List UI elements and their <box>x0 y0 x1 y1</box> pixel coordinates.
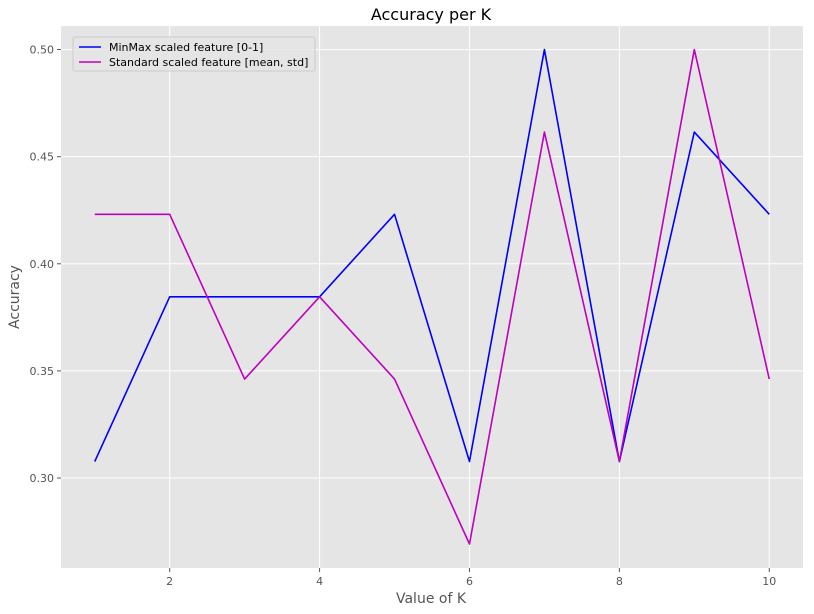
y-tick-label: 0.35 <box>30 365 55 378</box>
chart-title: Accuracy per K <box>371 5 492 24</box>
y-axis-label: Accuracy <box>7 265 23 329</box>
series-line-standard <box>94 48 771 545</box>
y-tick-label: 0.30 <box>30 472 55 485</box>
x-tick-label: 10 <box>762 575 776 588</box>
y-tick-label: 0.45 <box>30 151 55 164</box>
y-axis-ticks: 0.30 0.35 0.40 0.45 0.50 <box>30 44 61 485</box>
x-axis-label: Value of K <box>396 591 467 607</box>
legend-label-standard: Standard scaled feature [mean, std] <box>109 56 308 69</box>
legend-label-minmax: MinMax scaled feature [0-1] <box>109 41 263 54</box>
x-tick-label: 6 <box>466 575 473 588</box>
x-tick-label: 2 <box>166 575 173 588</box>
legend: MinMax scaled feature [0-1] Standard sca… <box>72 36 316 72</box>
legend-box <box>72 36 316 72</box>
y-tick-label: 0.50 <box>30 44 55 57</box>
x-tick-label: 8 <box>616 575 623 588</box>
y-tick-label: 0.40 <box>30 258 55 271</box>
x-tick-label: 4 <box>316 575 323 588</box>
series-lines <box>94 48 771 545</box>
x-axis-ticks: 2 4 6 8 10 <box>166 568 776 588</box>
